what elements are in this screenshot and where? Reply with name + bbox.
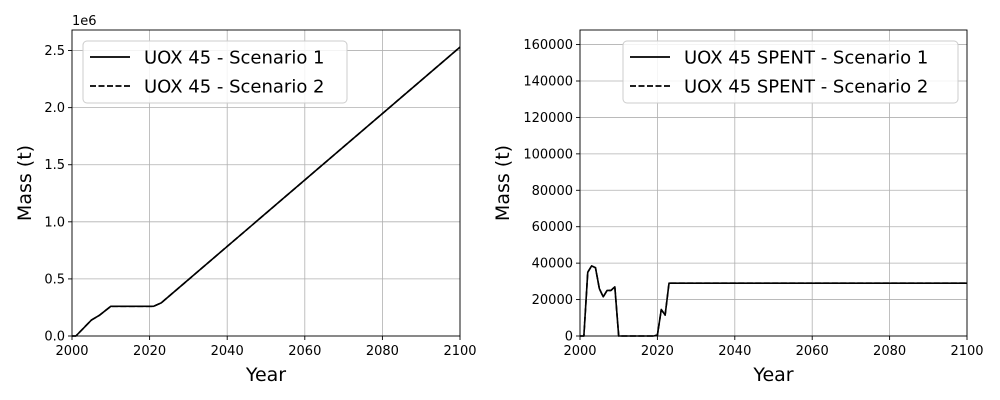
chart-panel-2: 2000 2020 2040 2060 2080 2100 0 20000 40000 60000… (492, 29, 984, 386)
y-tick-label: 2.0 (44, 101, 65, 116)
y-tick-label: 20000 (532, 293, 573, 308)
plot-frame (71, 29, 461, 337)
y-tick-label: 2.5 (44, 44, 65, 59)
x-tick-label: 2060 (288, 344, 321, 359)
x-tick-label: 2000 (55, 344, 88, 359)
legend-label: UOX 45 - Scenario 2 (144, 77, 325, 98)
y-tick-label: 120000 (523, 111, 573, 126)
x-tick-label: 2100 (443, 344, 476, 359)
x-tick-label: 2080 (366, 344, 399, 359)
y-tick-label: 80000 (532, 184, 573, 199)
y-tick-label: 0.5 (44, 272, 65, 287)
y-tick-label: 60000 (532, 220, 573, 235)
legend-box (622, 40, 959, 104)
legend: UOX 45 - Scenario 1 UOX 45 - Scenario 2 (82, 40, 348, 104)
y-offset-text: 1e6 (72, 14, 97, 29)
x-tick-label: 2040 (718, 344, 751, 359)
legend-box (82, 40, 348, 104)
series-line-2 (72, 46, 461, 337)
y-tick-label: 40000 (532, 257, 573, 272)
x-tick-label: 2000 (563, 344, 596, 359)
y-tick-label: 160000 (523, 38, 573, 53)
legend-label: UOX 45 SPENT - Scenario 2 (684, 77, 928, 98)
y-tick-label: 0.0 (44, 330, 65, 345)
y-tick-label: 1.5 (44, 158, 65, 173)
x-axis-label: Year (245, 364, 286, 386)
x-tick-label: 2060 (796, 344, 829, 359)
y-axis-label: Mass (t) (14, 145, 36, 221)
series-line-1 (580, 265, 967, 337)
legend: UOX 45 SPENT - Scenario 1 UOX 45 SPENT - … (622, 40, 959, 104)
x-tick-label: 2020 (641, 344, 674, 359)
y-tick-label: 100000 (523, 147, 573, 162)
x-tick-label: 2080 (873, 344, 906, 359)
y-axis-label: Mass (t) (492, 145, 514, 221)
x-tick-label: 2040 (211, 344, 244, 359)
series-line-2 (580, 265, 967, 337)
y-tick-label: 140000 (523, 75, 573, 90)
plot-frame (579, 29, 968, 337)
y-tick-label: 1.0 (44, 215, 65, 230)
x-tick-label: 2020 (133, 344, 166, 359)
x-tick-label: 2100 (950, 344, 983, 359)
x-axis-label: Year (752, 364, 793, 386)
legend-label: UOX 45 - Scenario 1 (144, 48, 325, 69)
chart-panel-1: 2000 2020 2040 2060 2080 2100 0.0 0.5 1.0 1.5 2.0 2… (14, 14, 477, 386)
y-tick-label: 0 (565, 330, 573, 345)
legend-label: UOX 45 SPENT - Scenario 1 (684, 48, 928, 69)
